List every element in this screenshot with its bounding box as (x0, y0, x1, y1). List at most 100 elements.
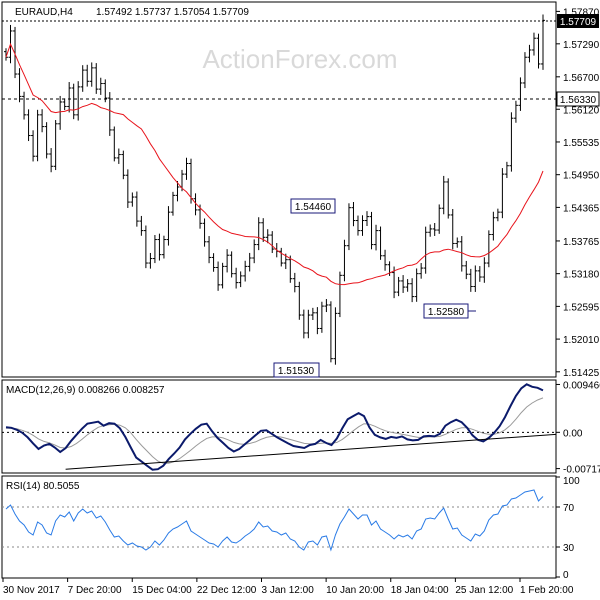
price-y-tick-label: 1.56120 (563, 105, 600, 116)
ohlc-bar (473, 265, 478, 292)
x-tick-label: 18 Jan 04:00 (391, 585, 449, 596)
annotation-high-text: 1.54460 (295, 202, 332, 213)
ohlc-bar (491, 211, 496, 241)
ohlc-bar (161, 235, 166, 259)
ohlc-bar (202, 218, 207, 247)
ohlc-bar (252, 239, 257, 264)
ohlc-bar (261, 218, 266, 242)
x-tick-label: 1 Feb 20:00 (520, 585, 574, 596)
ohlc-bar (536, 33, 541, 69)
ohlc-bar (49, 148, 54, 173)
rsi-y-tick-label: 30 (563, 543, 575, 554)
ohlc-bar (103, 79, 108, 103)
ohlc-bar (518, 77, 523, 111)
ohlc-bar (369, 211, 374, 250)
ohlc-bar (220, 262, 225, 289)
ohlc-bar (234, 267, 239, 289)
horizontal-line-text: 1.56330 (560, 95, 597, 106)
annotation-low-box (273, 362, 320, 378)
ohlc-bar (414, 268, 419, 302)
ohlc-bar (527, 44, 532, 63)
ohlc-bar (450, 208, 455, 250)
macd-panel: MACD(12,26,9) 0.008266 0.008257 0.009466… (1, 379, 600, 476)
ohlc-bar (342, 239, 347, 282)
ohlc-bar (76, 81, 81, 121)
macd-panel-frame (1, 379, 557, 474)
ohlc-bar (152, 235, 157, 264)
ohlc-bar (522, 52, 527, 89)
price-panel: ActionForex.com EURAUD,H4 1.57492 1.5773… (1, 1, 600, 379)
ohlc-bar (67, 82, 72, 113)
ohlc-bar (292, 272, 297, 293)
price-y-tick-label: 1.57870 (563, 7, 600, 18)
macd-y-tick-label: 0.009466 (563, 380, 600, 391)
ohlc-bar (94, 63, 99, 94)
ohlc-bar (437, 204, 442, 234)
macd-y-axis: 0.009466 0.00 -0.007178 (556, 380, 600, 476)
ohlc-bar (112, 126, 117, 162)
ohlc-bar (130, 192, 135, 207)
ohlc-bar (428, 224, 433, 237)
ohlc-bar (148, 252, 153, 269)
ohlc-bar (423, 226, 428, 274)
ohlc-bar (256, 217, 261, 251)
ohlc-bar (166, 206, 171, 246)
ohlc-bar (337, 271, 342, 318)
ohlc-bar (134, 191, 139, 227)
rsi-title: RSI(14) 80.5055 (6, 481, 80, 492)
annotation-high: 1.54460 (290, 198, 336, 214)
ohlc-bar (482, 257, 487, 283)
current-price-tag: 1.57709 (557, 14, 599, 28)
macd-trendline (65, 433, 557, 470)
ohlc-bar (378, 226, 383, 260)
ohlc-bar (17, 68, 22, 103)
annotation-low: 1.51530 (273, 362, 320, 378)
ohlc-bar (477, 266, 482, 282)
ohlc-bar (13, 26, 18, 79)
price-y-tick-label: 1.57290 (563, 40, 600, 51)
ohlc-bar (44, 122, 49, 159)
ohlc-bar (396, 276, 401, 297)
ohlc-bar (107, 92, 112, 136)
price-y-tick-label: 1.54365 (563, 203, 600, 214)
ohlc-bar (531, 32, 536, 56)
x-tick-label: 15 Dec 04:00 (132, 585, 192, 596)
ohlc-bar (288, 255, 293, 283)
ohlc-bar (374, 224, 379, 251)
ohlc-bar (243, 260, 248, 282)
ohlc-bar (410, 278, 415, 303)
ohlc-bar (419, 263, 424, 279)
ohlc-bar (383, 249, 388, 271)
ohlc-bar (315, 307, 320, 335)
macd-main-line (5, 383, 544, 471)
ohlc-bar (324, 299, 329, 313)
ohlc-bar (98, 77, 103, 95)
watermark: ActionForex.com (202, 44, 397, 74)
annotation-mid-text: 1.52580 (428, 307, 465, 318)
ohlc-bar (247, 252, 252, 272)
ohlc-bar (26, 109, 31, 142)
ohlc-bar (116, 148, 121, 164)
ohlc-bar (346, 203, 351, 251)
ohlc-bar (211, 253, 216, 272)
x-axis: 30 Nov 2017 7 Dec 20:00 15 Dec 04:00 22 Dec… (2, 578, 574, 596)
horizontal-line-box (556, 91, 600, 107)
ohlc-bar (541, 14, 545, 70)
ohlc-bar (62, 98, 67, 111)
ohlc-bar (175, 180, 180, 202)
annotation-high-box (290, 198, 336, 214)
price-y-tick-label: 1.56700 (563, 73, 600, 84)
ohlc-bar (121, 150, 126, 180)
ohlc-bar (22, 91, 27, 120)
ohlc-bar (441, 175, 446, 215)
ohlc-bar (432, 222, 437, 236)
ohlc-bar (297, 281, 302, 320)
ohlc-bar (265, 229, 270, 244)
rsi-panel-frame (1, 475, 557, 579)
ohlc-bar (85, 64, 90, 87)
ohlc-bar (193, 193, 198, 216)
ohlc-bar (229, 251, 234, 278)
ohlc-bar (301, 309, 306, 339)
ohlc-bar (365, 211, 370, 227)
